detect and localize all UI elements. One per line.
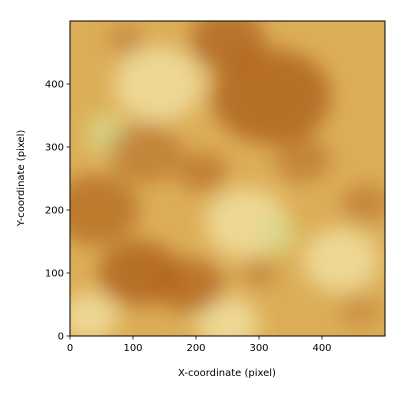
y-axis-label: Y-coordinate (pixel): [16, 130, 27, 228]
heatmap-dark-region: [189, 21, 266, 71]
heatmap-dark-region: [274, 136, 332, 183]
heatmap-image: [70, 21, 385, 336]
heatmap-dark-region: [177, 152, 228, 193]
heatmap-dark-region: [70, 174, 140, 246]
heatmap-light-region: [114, 46, 203, 122]
heatmap-dark-region: [240, 257, 278, 289]
heatmap-dark-region: [107, 123, 184, 184]
heatmap-light-region: [303, 228, 379, 293]
y-axis-ticks: 0 100 200 300 400: [45, 80, 70, 343]
heatmap-dark-region: [337, 293, 382, 329]
y-tick-label: 0: [58, 332, 64, 343]
x-tick-label: 400: [312, 343, 331, 354]
x-axis-label: X-coordinate (pixel): [178, 368, 276, 379]
heatmap-light-region: [70, 293, 118, 336]
y-tick-label: 300: [45, 143, 64, 154]
heatmap-dark-region: [340, 183, 385, 224]
heatmap-pale-region: [259, 216, 297, 255]
x-tick-label: 100: [123, 343, 142, 354]
x-axis-ticks: 0 100 200 300 400: [67, 336, 332, 354]
x-tick-label: 300: [249, 343, 268, 354]
heatmap-dark-region: [211, 48, 332, 145]
heatmap-dark-region: [155, 257, 225, 314]
plot-frame: [69, 20, 386, 337]
y-tick-label: 200: [45, 206, 64, 217]
x-tick-label: 200: [186, 343, 205, 354]
y-tick-label: 400: [45, 80, 64, 91]
heatmap-dark-region: [107, 24, 146, 56]
x-tick-label: 0: [67, 343, 73, 354]
y-tick-label: 100: [45, 269, 64, 280]
